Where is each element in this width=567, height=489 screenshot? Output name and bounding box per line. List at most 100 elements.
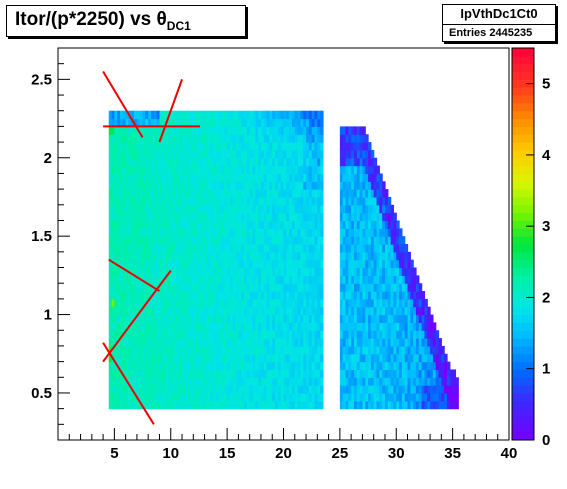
heatmap-cell	[379, 338, 383, 347]
heatmap-cell	[280, 142, 285, 151]
heatmap-cell	[156, 338, 161, 347]
heatmap-cell	[131, 298, 135, 308]
heatmap-cell	[198, 165, 203, 175]
heatmap-cell	[430, 392, 434, 402]
heatmap-cell	[300, 251, 304, 261]
heatmap-cell	[235, 228, 239, 237]
heatmap-cell	[280, 275, 285, 284]
heatmap-cell	[125, 173, 130, 182]
heatmap-cell	[139, 173, 144, 182]
heatmap-cell	[384, 259, 389, 269]
heatmap-cell	[348, 330, 352, 339]
heatmap-cell	[376, 298, 380, 308]
heatmap-cell	[111, 251, 115, 261]
heatmap-cell	[365, 369, 369, 378]
heatmap-cell	[210, 181, 214, 190]
heatmap-cell	[266, 126, 271, 135]
heatmap-cell	[235, 212, 239, 222]
palette-band	[512, 338, 534, 347]
heatmap-cell	[170, 134, 175, 143]
heatmap-cell	[173, 251, 177, 261]
heatmap-cell	[184, 306, 189, 316]
heatmap-cell	[365, 392, 369, 402]
heatmap-cell	[176, 196, 180, 206]
heatmap-cell	[170, 283, 175, 292]
heatmap-cell	[111, 259, 115, 269]
heatmap-cell	[272, 259, 276, 269]
heatmap-cell	[289, 204, 293, 214]
heatmap-cell	[221, 149, 225, 159]
heatmap-cell	[136, 189, 141, 198]
heatmap-cell	[320, 314, 324, 323]
heatmap-cell	[184, 353, 189, 363]
heatmap-cell	[353, 189, 358, 198]
heatmap-cell	[125, 361, 130, 371]
heatmap-cell	[263, 259, 268, 269]
heatmap-cell	[196, 275, 200, 284]
heatmap-cell	[108, 110, 113, 120]
heatmap-cell	[306, 338, 310, 347]
heatmap-cell	[249, 267, 254, 276]
heatmap-cell	[187, 377, 192, 386]
heatmap-cell	[190, 149, 194, 159]
heatmap-cell	[184, 236, 189, 245]
heatmap-cell	[184, 181, 189, 190]
heatmap-cell	[269, 306, 273, 316]
heatmap-cell	[139, 392, 144, 402]
heatmap-cell	[176, 220, 180, 229]
heatmap-cell	[148, 392, 152, 402]
heatmap-cell	[108, 157, 113, 167]
heatmap-cell	[108, 220, 113, 229]
heatmap-cell	[379, 259, 383, 269]
heatmap-cell	[207, 126, 211, 135]
heatmap-cell	[156, 196, 161, 206]
heatmap-cell	[272, 361, 276, 371]
heatmap-cell	[184, 369, 189, 378]
heatmap-cell	[128, 142, 132, 151]
heatmap-cell	[249, 369, 254, 378]
heatmap-cell	[342, 212, 347, 222]
heatmap-cell	[373, 353, 378, 363]
heatmap-cell	[249, 212, 254, 222]
heatmap-cell	[238, 244, 242, 253]
heatmap-cell	[210, 275, 214, 284]
heatmap-cell	[286, 338, 290, 347]
heatmap-cell	[382, 392, 386, 402]
heatmap-cell	[210, 173, 214, 182]
heatmap-cell	[275, 157, 279, 167]
heatmap-cell	[260, 196, 265, 206]
heatmap-cell	[413, 377, 417, 386]
heatmap-cell	[221, 212, 225, 222]
heatmap-cell	[246, 314, 251, 323]
heatmap-cell	[179, 400, 183, 410]
heatmap-cell	[232, 298, 237, 308]
heatmap-cell	[373, 322, 378, 331]
heatmap-cell	[207, 173, 211, 182]
heatmap-cell	[145, 204, 149, 214]
heatmap-cell	[413, 400, 417, 410]
heatmap-cell	[145, 377, 149, 386]
heatmap-cell	[297, 322, 302, 331]
heatmap-cell	[280, 338, 285, 347]
heatmap-cell	[249, 181, 254, 190]
heatmap-cell	[153, 149, 158, 159]
heatmap-cell	[120, 173, 124, 182]
heatmap-cell	[120, 283, 124, 292]
heatmap-cell	[413, 361, 417, 371]
heatmap-cell	[345, 126, 349, 135]
heatmap-cell	[294, 275, 299, 284]
heatmap-cell	[187, 400, 192, 410]
heatmap-cell	[136, 157, 141, 167]
heatmap-cell	[235, 134, 239, 143]
heatmap-cell	[387, 330, 392, 339]
heatmap-cell	[179, 338, 183, 347]
heatmap-cell	[162, 353, 166, 363]
heatmap-cell	[314, 345, 318, 355]
heatmap-cell	[108, 165, 113, 175]
heatmap-cell	[283, 196, 287, 206]
heatmap-cell	[142, 165, 146, 175]
heatmap-cell	[269, 189, 273, 198]
heatmap-cell	[306, 291, 310, 300]
heatmap-cell	[401, 385, 406, 394]
heatmap-cell	[111, 283, 115, 292]
